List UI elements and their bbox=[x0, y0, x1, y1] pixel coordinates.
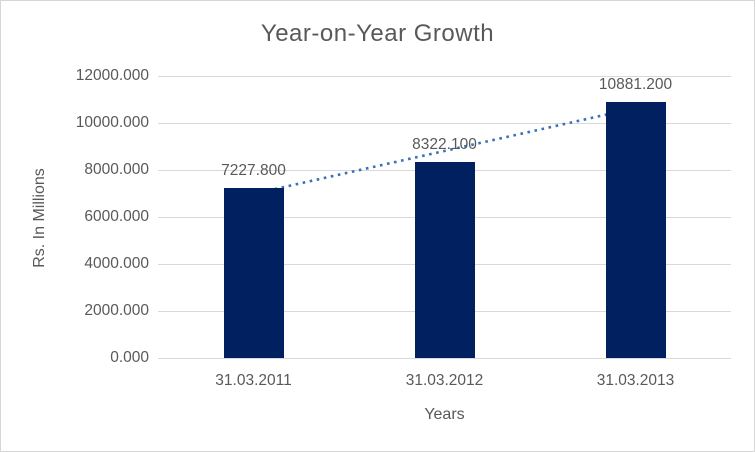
x-axis-title: Years bbox=[424, 406, 465, 423]
gridline bbox=[158, 357, 731, 359]
trendline bbox=[253, 106, 639, 196]
gridline bbox=[158, 75, 731, 77]
plot-area: 7227.800 8322.100 10881.200 bbox=[158, 75, 731, 359]
y-tick-label: 2000.000 bbox=[84, 302, 149, 319]
x-tick-label: 31.03.2012 bbox=[405, 372, 484, 389]
y-tick-label: 10000.000 bbox=[75, 114, 149, 131]
y-tick-label: 4000.000 bbox=[84, 255, 149, 272]
y-tick-label: 0.000 bbox=[110, 349, 149, 366]
x-tick-label: 31.03.2013 bbox=[596, 372, 675, 389]
bar-31.03.2013 bbox=[605, 102, 666, 358]
x-tick-label: 31.03.2011 bbox=[215, 372, 292, 389]
gridline bbox=[158, 122, 731, 124]
y-tick-label: 6000.000 bbox=[84, 208, 149, 225]
y-axis-tick-labels: 0.000 2000.000 4000.000 6000.000 8000.000 100… bbox=[1, 67, 149, 366]
chart-title: Year-on-Year Growth bbox=[260, 20, 495, 47]
data-label: 8322.100 bbox=[412, 136, 477, 154]
data-label: 10881.200 bbox=[598, 76, 673, 94]
data-label: 7227.800 bbox=[221, 162, 286, 180]
bar-31.03.2012 bbox=[414, 162, 475, 358]
y-tick-label: 8000.000 bbox=[84, 161, 149, 178]
bar-31.03.2011 bbox=[223, 188, 284, 358]
y-tick-label: 12000.000 bbox=[75, 67, 149, 84]
